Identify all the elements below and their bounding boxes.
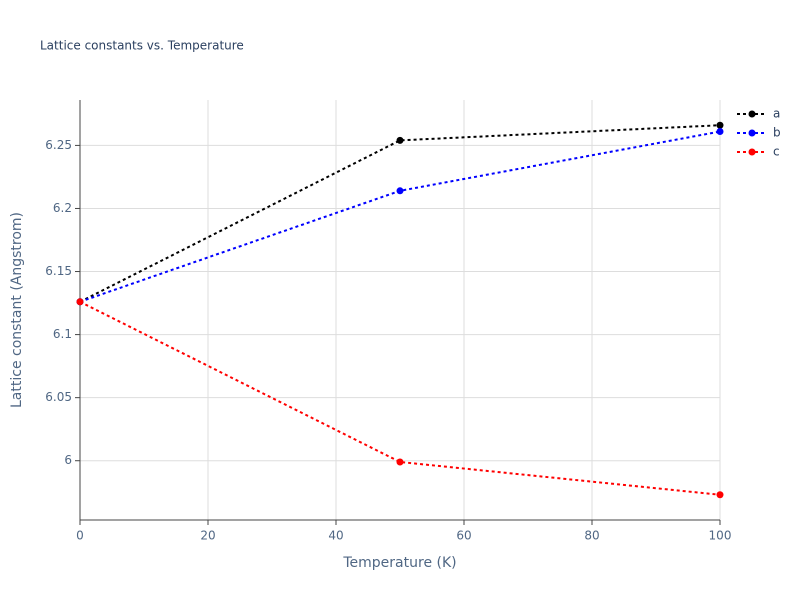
data-point	[396, 136, 404, 144]
data-point	[76, 298, 84, 306]
y-tick-label: 6.2	[53, 201, 72, 215]
data-point	[396, 458, 404, 466]
series-line	[79, 300, 721, 496]
y-tick-label: 6.15	[45, 264, 72, 278]
series-line	[79, 130, 721, 303]
x-tick-label: 20	[200, 529, 215, 543]
legend-marker	[748, 148, 756, 156]
legend-label: c	[773, 145, 780, 159]
y-axis-title: Lattice constant (Angstrom)	[9, 212, 25, 408]
y-tick-label: 6.05	[45, 390, 72, 404]
data-point	[716, 121, 724, 129]
x-tick-label: 40	[328, 529, 343, 543]
x-tick-label: 80	[584, 529, 599, 543]
chart-title: Lattice constants vs. Temperature	[40, 39, 244, 53]
data-point	[716, 491, 724, 499]
legend-marker	[748, 129, 756, 137]
x-tick-label: 60	[456, 529, 471, 543]
x-tick-label: 0	[76, 529, 84, 543]
data-point	[396, 187, 404, 195]
legend-marker	[748, 110, 756, 118]
y-tick-label: 6.1	[53, 327, 72, 341]
legend-label: b	[773, 126, 781, 140]
y-tick-label: 6.25	[45, 138, 72, 152]
x-axis-title: Temperature (K)	[342, 555, 456, 571]
x-tick-label: 100	[709, 529, 732, 543]
y-tick-label: 6	[64, 453, 72, 467]
series-line	[79, 124, 721, 303]
data-point	[716, 128, 724, 136]
legend-label: a	[773, 107, 780, 121]
